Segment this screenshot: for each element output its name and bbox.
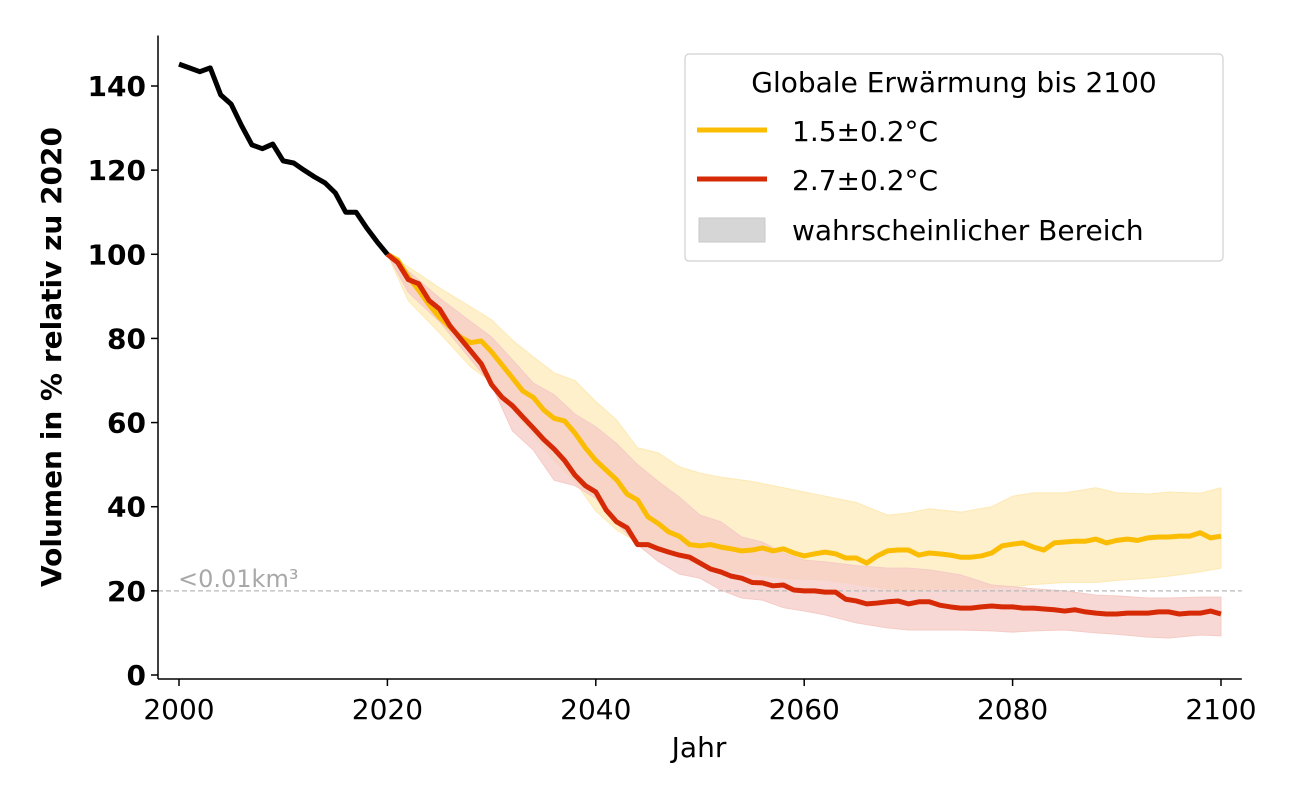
series-line-historic [178, 61, 390, 256]
y-tick-label: 120 [88, 154, 146, 187]
x-tick-label: 2060 [769, 693, 840, 726]
series-line-1-5c [386, 252, 1222, 566]
x-ticks: 2000 2020 2040 2060 2080 2100 [143, 679, 1257, 726]
series-line-2-7c [385, 252, 1222, 617]
legend-label-2-7c: 2.7±0.2°C [792, 164, 938, 197]
y-tick-label: 100 [88, 238, 146, 271]
x-tick-label: 2100 [1185, 693, 1256, 726]
legend-label-1-5c: 1.5±0.2°C [792, 115, 938, 148]
y-tick-label: 80 [107, 322, 146, 355]
y-tick-label: 140 [88, 70, 146, 103]
y-tick-label: 0 [127, 659, 146, 692]
uncertainty-bands [386, 253, 1222, 639]
y-tick-label: 60 [107, 407, 146, 440]
y-tick-label: 20 [107, 575, 146, 608]
x-tick-label: 2020 [352, 693, 423, 726]
series-lines [178, 61, 1222, 617]
x-tick-label: 2000 [143, 693, 214, 726]
x-axis-label: Jahr [670, 731, 727, 764]
reference-line-group: <0.01km³ [158, 565, 1242, 593]
x-tick-label: 2040 [560, 693, 631, 726]
reference-line-label: <0.01km³ [178, 565, 298, 593]
legend: Globale Erwärmung bis 2100 1.5±0.2°C 2.7… [684, 53, 1224, 262]
axes [157, 35, 1242, 680]
legend-swatch-likely-range [698, 217, 766, 243]
y-axis-label: Volumen in % relativ zu 2020 [35, 127, 68, 587]
x-tick-label: 2080 [977, 693, 1048, 726]
y-ticks: 0 20 40 60 80 100 120 140 [88, 70, 158, 692]
y-tick-label: 40 [107, 491, 146, 524]
legend-frame [684, 53, 1224, 262]
legend-label-likely-range: wahrscheinlicher Bereich [792, 214, 1144, 247]
legend-title: Globale Erwärmung bis 2100 [751, 66, 1156, 99]
